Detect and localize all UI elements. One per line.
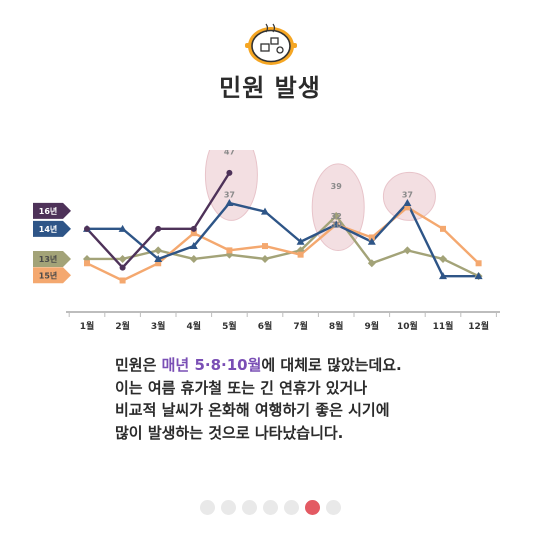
point-14년-10월	[403, 199, 412, 207]
point-16년-3월	[155, 225, 162, 232]
page-dot-3[interactable]	[241, 500, 257, 515]
x-tick-label: 4월	[187, 320, 202, 332]
point-15년-11월	[440, 225, 446, 232]
point-15년-4월	[190, 230, 197, 237]
x-tick-label: 8월	[329, 320, 344, 332]
point-14년-3월	[154, 254, 163, 262]
series-tag-14년: 14년	[33, 220, 71, 237]
point-14년-8월	[332, 220, 341, 228]
data-label-39: 39	[331, 182, 343, 191]
point-13년-5월	[225, 250, 234, 259]
point-13년-11월	[439, 254, 447, 263]
x-tick-label: 5월	[222, 320, 237, 332]
description-line-1: 민원은 매년 5·8·10월에 대체로 많았는데요.	[115, 356, 402, 374]
data-label-32: 32	[331, 212, 342, 221]
x-tick-label: 11월	[433, 320, 454, 332]
series-tag-label: 16년	[39, 206, 58, 216]
page-dot-1[interactable]	[199, 500, 215, 515]
point-14년-11월	[439, 272, 447, 280]
series-line-15년	[86, 206, 480, 282]
point-13년-3월	[154, 246, 163, 255]
point-14년-7월	[296, 237, 305, 245]
x-tick-label: 7월	[293, 320, 308, 332]
x-tick-label: 6월	[258, 320, 273, 332]
description-line-3: 비교적 날씨가 온화해 여행하기 좋은 시기에	[115, 401, 390, 419]
x-tick-label: 2월	[115, 320, 130, 332]
series-tag-label: 14년	[39, 224, 58, 234]
point-15년-12월	[475, 260, 482, 267]
point-16년-1월	[84, 225, 90, 232]
point-15년-5월	[226, 247, 233, 254]
point-16년-5월	[226, 169, 233, 176]
x-tick-label: 12월	[468, 320, 489, 332]
series-tag-15년: 15년	[33, 267, 71, 284]
point-13년-9월	[367, 259, 376, 268]
point-15년-10월	[404, 204, 411, 211]
point-13년-8월	[332, 211, 341, 220]
highlight-ellipse-10월	[382, 171, 436, 221]
point-14년-6월	[261, 207, 269, 215]
point-15년-3월	[155, 260, 162, 267]
page-title: 민원 발생	[219, 74, 321, 102]
point-13년-10월	[403, 246, 412, 255]
highlight-ellipse-5월	[204, 150, 258, 221]
point-13년-7월	[296, 246, 305, 255]
data-label-30: 30	[331, 221, 343, 230]
point-15년-9월	[368, 234, 375, 241]
point-14년-9월	[367, 237, 376, 245]
series-tag-label: 13년	[39, 254, 58, 264]
description-line-2: 이는 여름 휴가철 또는 긴 연휴가 있거나	[115, 378, 368, 397]
series-tag-16년: 16년	[33, 202, 71, 219]
point-15년-2월	[119, 277, 126, 284]
highlight-months: 매년 5·8·10월	[161, 356, 262, 374]
data-label-47: 47	[224, 150, 235, 156]
page-dot-4[interactable]	[262, 500, 278, 515]
data-label-37: 37	[402, 190, 413, 199]
point-13년-4월	[189, 254, 198, 263]
x-tick-label: 10월	[397, 320, 418, 332]
page-dot-7[interactable]	[325, 500, 341, 515]
soup-pot-icon	[244, 20, 298, 68]
x-tick-label: 3월	[151, 320, 166, 332]
x-tick-label: 1월	[80, 320, 95, 332]
series-line-14년	[87, 201, 479, 278]
x-tick-label: 9월	[365, 320, 380, 332]
point-13년-6월	[261, 254, 269, 263]
point-13년-2월	[118, 254, 127, 263]
point-14년-4월	[189, 242, 198, 250]
page-dot-2[interactable]	[220, 500, 236, 515]
series-tag-13년: 13년	[33, 250, 71, 267]
point-14년-2월	[118, 224, 127, 232]
description-text: 민원은 매년 5·8·10월에 대체로 많았는데요. 이는 여름 휴가철 또는 …	[115, 354, 495, 444]
page-indicator[interactable]	[0, 500, 540, 515]
point-16년-2월	[119, 264, 126, 271]
point-15년-7월	[297, 251, 304, 258]
point-14년-12월	[474, 272, 483, 280]
description-line-4: 많이 발생하는 것으로 나타났습니다.	[115, 423, 344, 442]
point-16년-4월	[190, 225, 197, 232]
page-dot-5[interactable]	[283, 500, 299, 515]
series-tag-label: 15년	[39, 270, 58, 280]
point-15년-6월	[262, 243, 268, 250]
series-line-13년	[87, 214, 480, 278]
point-14년-5월	[225, 199, 234, 207]
page-dot-6[interactable]	[304, 500, 320, 515]
data-label-37: 37	[224, 190, 235, 199]
point-15년-1월	[84, 260, 90, 267]
